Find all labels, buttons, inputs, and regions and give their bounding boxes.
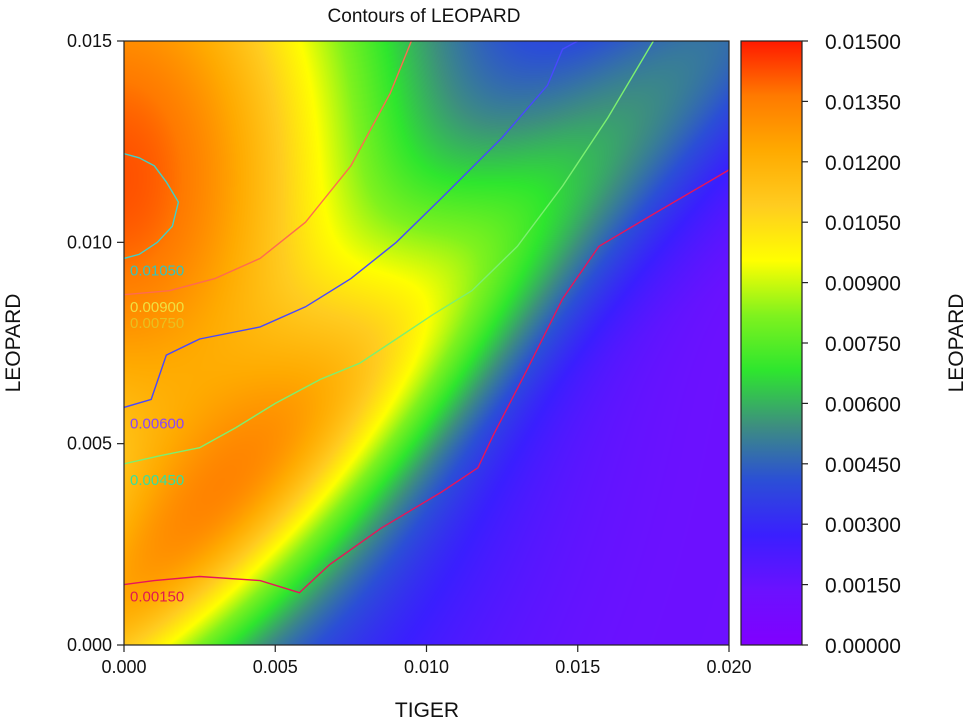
colorbar-tick-label: 0.01350 [825, 91, 901, 114]
colorbar-tick-label: 0.01200 [825, 152, 901, 175]
heatmap-surface [124, 41, 729, 645]
contour-label-0.00750: 0.00750 [130, 315, 184, 332]
contour-line-0.01050 [124, 153, 180, 260]
y-tick-label: 0.015 [67, 31, 112, 51]
colorbar-ticks: 0.00000 0.00150 0.00300 0.00450 0.00600 0.007… [802, 31, 901, 658]
contour-label-0.00600: 0.00600 [130, 416, 184, 433]
colorbar-tick-label: 0.00750 [825, 333, 901, 356]
colorbar-gradient [741, 41, 802, 645]
colorbar-title: LEOPARD [945, 294, 968, 393]
colorbar-tick-label: 0.00150 [825, 575, 901, 598]
contour-line-0.00150 [124, 169, 729, 594]
x-tick-label: 0.010 [404, 657, 449, 677]
x-axis-title: TIGER [395, 699, 459, 722]
x-tick-label: 0.000 [101, 657, 146, 677]
colorbar-tick-label: 0.01500 [825, 31, 901, 54]
contour-label-0.00450: 0.00450 [130, 472, 184, 489]
colorbar-tick-label: 0.01050 [825, 212, 901, 235]
x-tick-label: 0.020 [706, 657, 751, 677]
contour-label-0.01050: 0.01050 [130, 263, 184, 280]
contour-line-0.00600 [124, 41, 655, 465]
colorbar: 0.00000 0.00150 0.00300 0.00450 0.00600 0.007… [740, 31, 901, 658]
contour-lines [124, 41, 729, 594]
x-tick-label: 0.015 [555, 657, 600, 677]
colorbar-tick-label: 0.00600 [825, 393, 901, 416]
x-tick-label: 0.005 [253, 657, 298, 677]
chart-title: Contours of LEOPARD [328, 6, 521, 27]
y-tick-label: 0.010 [67, 232, 112, 252]
y-axis-title: LEOPARD [2, 294, 25, 393]
contour-label-0.00900: 0.00900 [130, 299, 184, 316]
x-axis: 0.000 0.005 0.010 0.015 0.020 [101, 645, 752, 677]
y-axis: 0.000 0.005 0.010 0.015 [67, 31, 124, 655]
colorbar-tick-label: 0.00900 [825, 273, 901, 296]
y-tick-label: 0.000 [67, 635, 112, 655]
contour-line-0.00900 [124, 41, 413, 296]
y-tick-label: 0.005 [67, 434, 112, 454]
contour-label-0.00150: 0.00150 [130, 589, 184, 606]
colorbar-tick-label: 0.00300 [825, 514, 901, 537]
colorbar-tick-label: 0.00450 [825, 454, 901, 477]
contour-line-0.00750 [124, 41, 579, 409]
colorbar-tick-label: 0.00000 [825, 635, 901, 658]
